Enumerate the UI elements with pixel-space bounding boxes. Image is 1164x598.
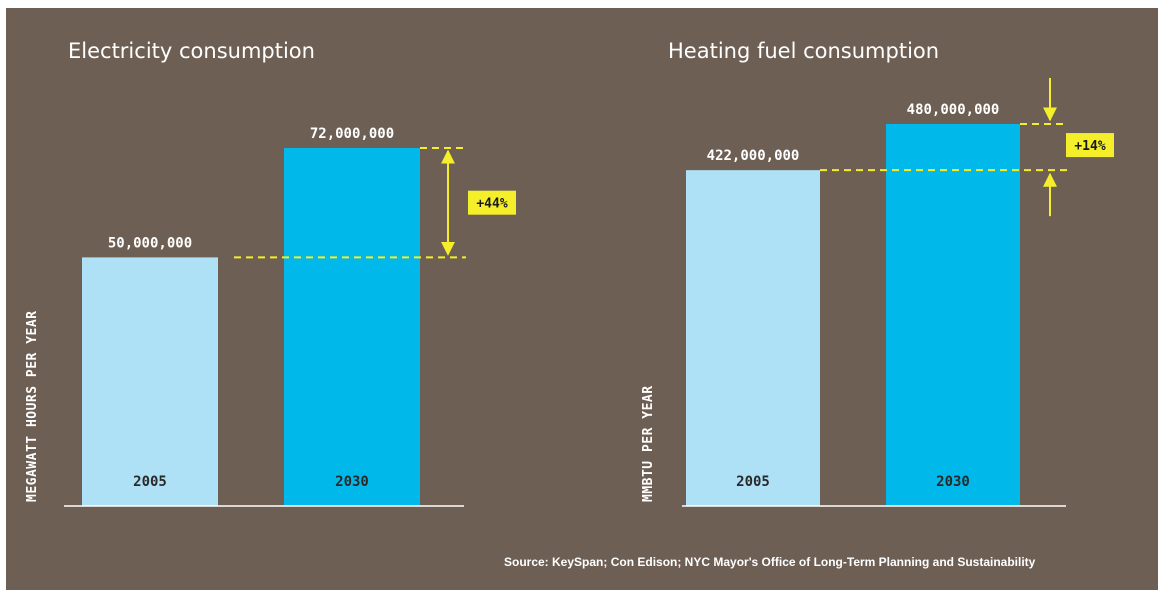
heating-fuel-category-label-2030: 2030 bbox=[936, 474, 970, 490]
electricity-category-label-2030: 2030 bbox=[335, 474, 369, 490]
heating-fuel-chart: Heating fuel consumption MMBTU PER YEAR … bbox=[641, 39, 1114, 507]
heating-fuel-value-label-2005: 422,000,000 bbox=[707, 148, 800, 164]
electricity-value-label-2030: 72,000,000 bbox=[310, 126, 394, 142]
heating-fuel-change-badge bbox=[1066, 133, 1114, 158]
electricity-bar-2030 bbox=[284, 148, 420, 506]
electricity-title: Electricity consumption bbox=[68, 39, 315, 63]
electricity-bar-2005 bbox=[82, 257, 218, 506]
electricity-chart: Electricity consumption MEGAWATT HOURS P… bbox=[25, 39, 516, 507]
electricity-category-label-2005: 2005 bbox=[133, 474, 167, 490]
heating-fuel-bar-2005 bbox=[686, 170, 820, 507]
charts-canvas: Electricity consumption MEGAWATT HOURS P… bbox=[25, 39, 1114, 569]
heating-fuel-y-axis-label: MMBTU PER YEAR bbox=[641, 385, 656, 502]
heating-fuel-title: Heating fuel consumption bbox=[668, 39, 939, 63]
electricity-change-badge bbox=[468, 190, 516, 215]
heating-fuel-category-label-2005: 2005 bbox=[736, 474, 770, 490]
heating-fuel-bar-2030 bbox=[886, 124, 1020, 506]
source-note: Source: KeySpan; Con Edison; NYC Mayor's… bbox=[504, 555, 1036, 569]
electricity-change-label: +44% bbox=[476, 197, 507, 212]
electricity-value-label-2005: 50,000,000 bbox=[108, 235, 192, 251]
electricity-y-axis-label: MEGAWATT HOURS PER YEAR bbox=[25, 310, 40, 502]
heating-fuel-change-label: +14% bbox=[1074, 139, 1105, 154]
chart-panel: Electricity consumption MEGAWATT HOURS P… bbox=[6, 8, 1158, 590]
heating-fuel-value-label-2030: 480,000,000 bbox=[907, 102, 1000, 118]
